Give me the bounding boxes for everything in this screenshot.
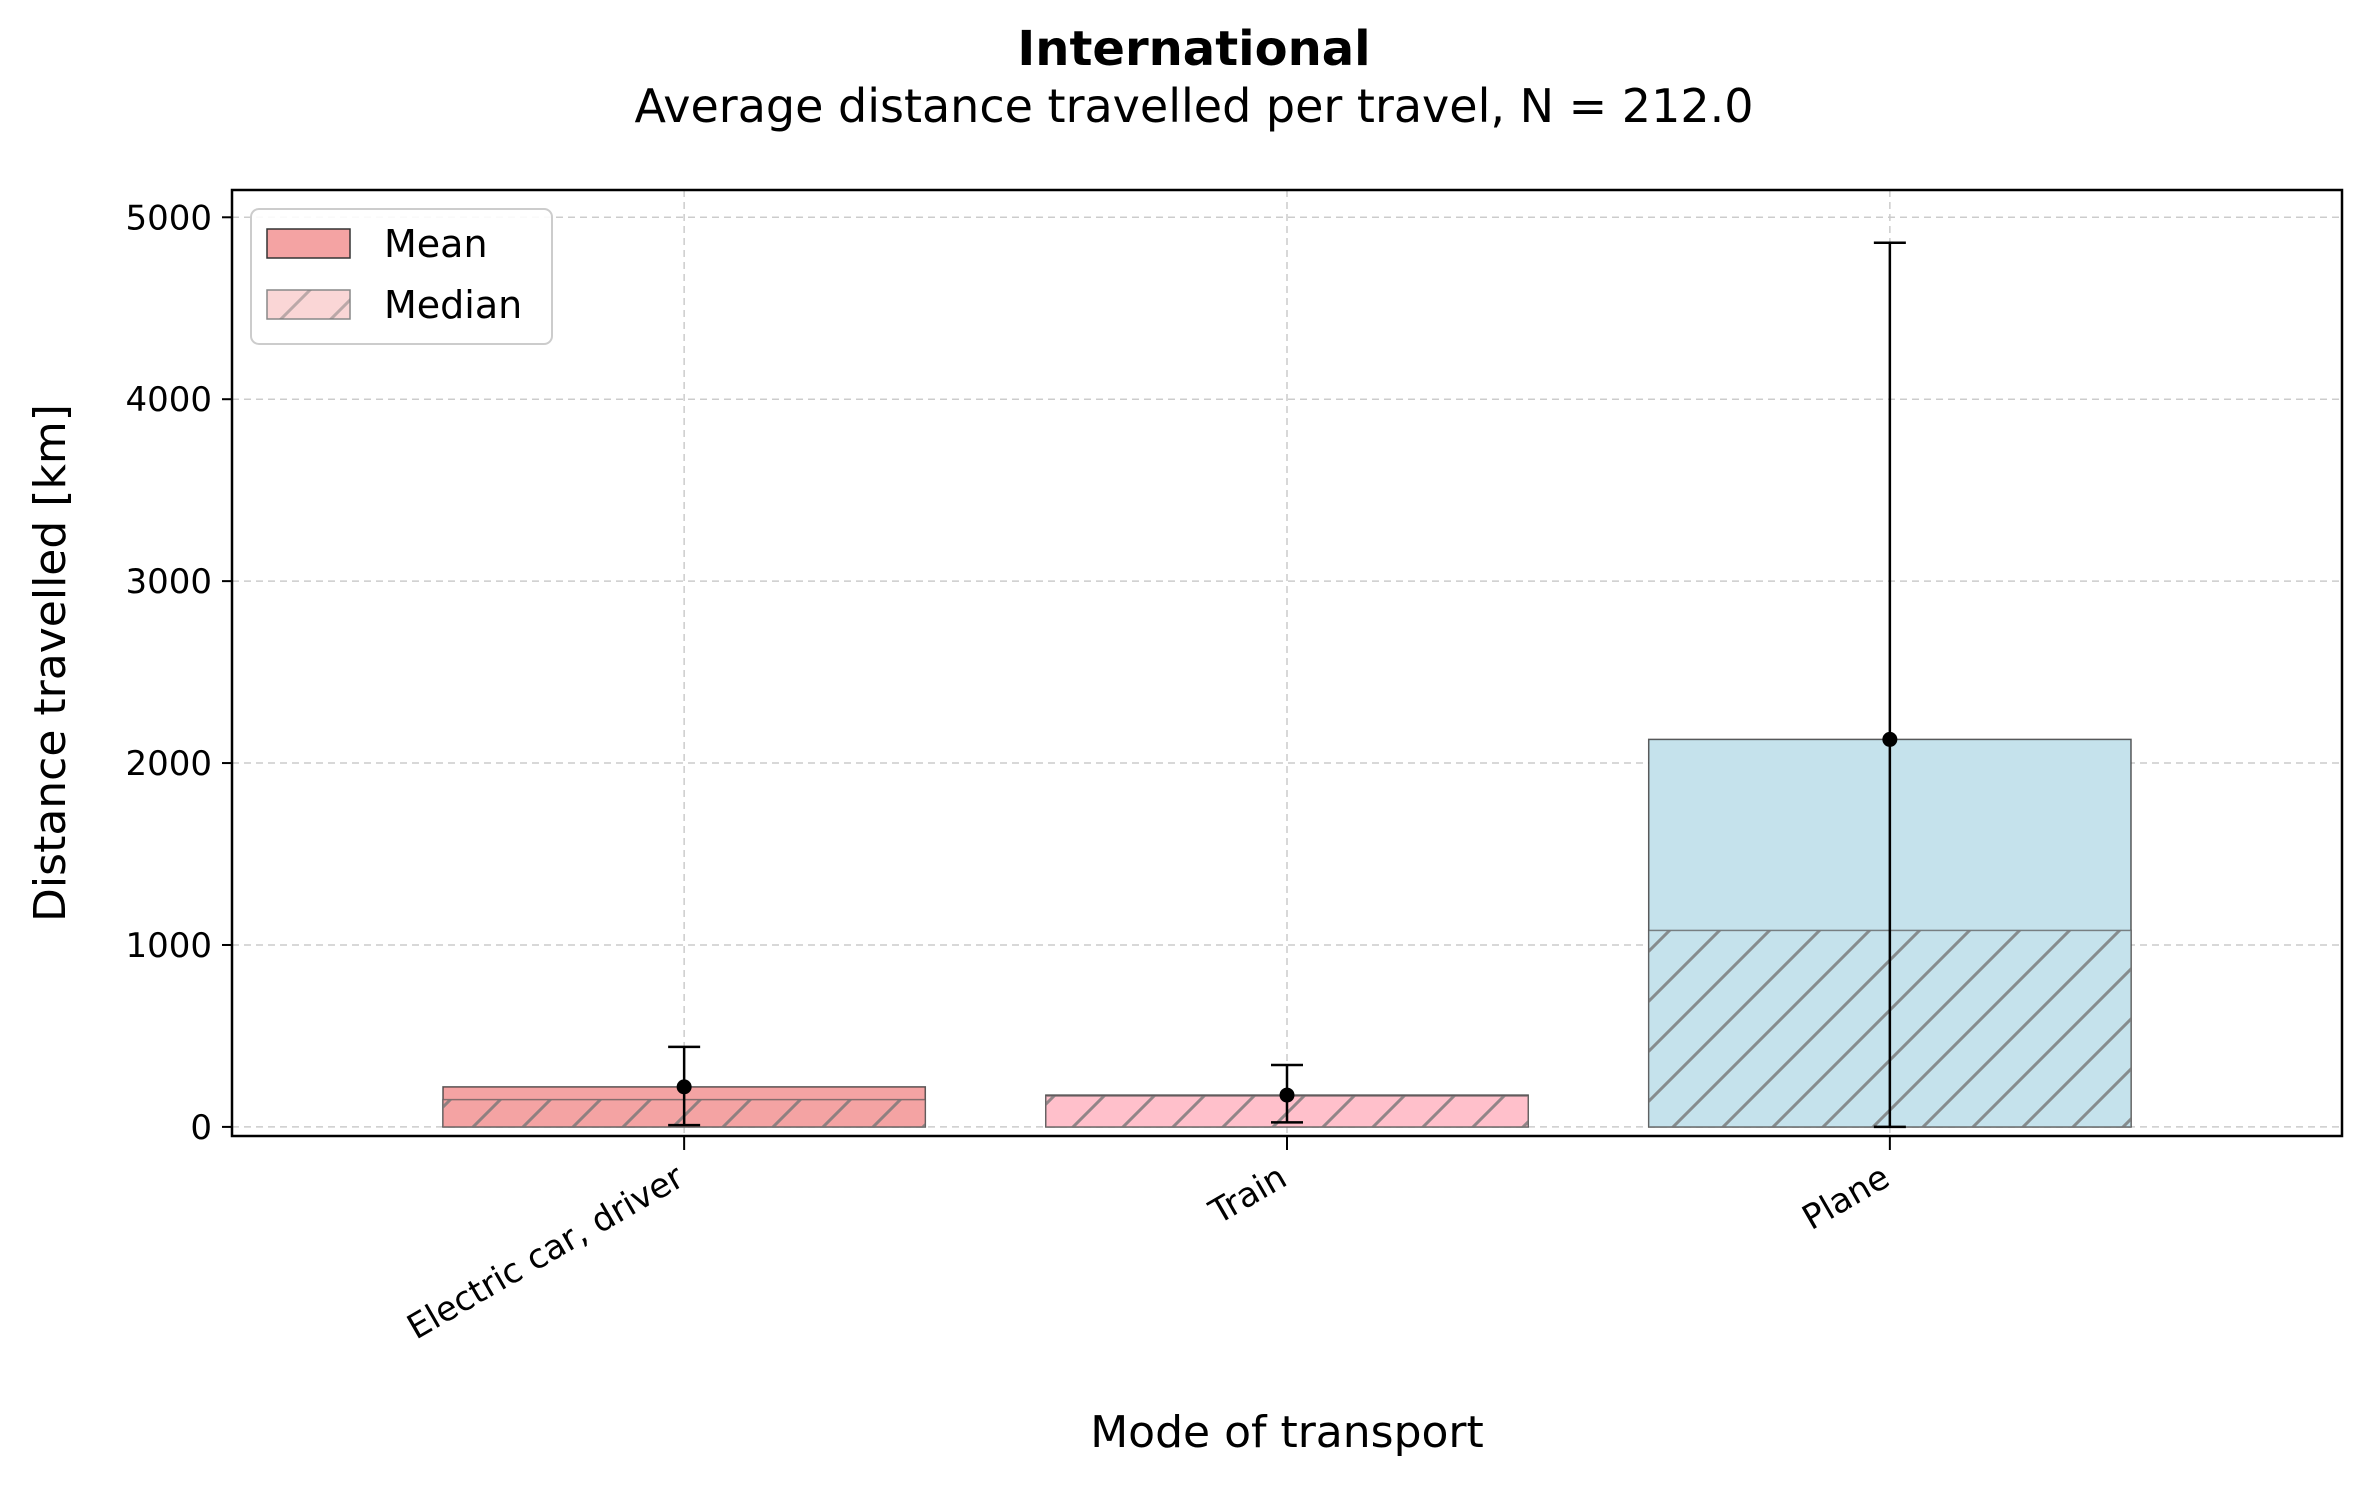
error-bars (668, 241, 1906, 1129)
mean-point (676, 1079, 692, 1095)
x-tick-label: Train (1202, 1157, 1294, 1233)
legend-label-mean: Mean (384, 222, 488, 266)
chart-title: International (1017, 21, 1370, 77)
legend: Mean Median (250, 208, 553, 345)
y-tick-label: 1000 (125, 926, 212, 966)
y-tick-label: 4000 (125, 380, 212, 420)
x-axis-label: Mode of transport (1090, 1407, 1484, 1458)
x-axis: Electric car, driver Train Plane (400, 1136, 1896, 1348)
x-tick-label: Plane (1796, 1157, 1897, 1238)
x-tick-label: Electric car, driver (400, 1157, 690, 1348)
y-tick-label: 5000 (125, 198, 212, 238)
y-tick-label: 0 (190, 1108, 212, 1148)
chart-subtitle: Average distance travelled per travel, N… (634, 79, 1753, 133)
y-tick-label: 3000 (125, 562, 212, 602)
mean-point (1882, 731, 1898, 747)
mean-point (1279, 1087, 1295, 1103)
y-tick-label: 2000 (125, 744, 212, 784)
legend-swatch-median-hatch (267, 290, 350, 319)
y-axis: 0 1000 2000 3000 4000 5000 (125, 198, 232, 1148)
legend-swatch-mean (266, 228, 351, 259)
legend-label-median: Median (384, 283, 522, 327)
y-axis-label: Distance travelled [km] (25, 404, 76, 922)
